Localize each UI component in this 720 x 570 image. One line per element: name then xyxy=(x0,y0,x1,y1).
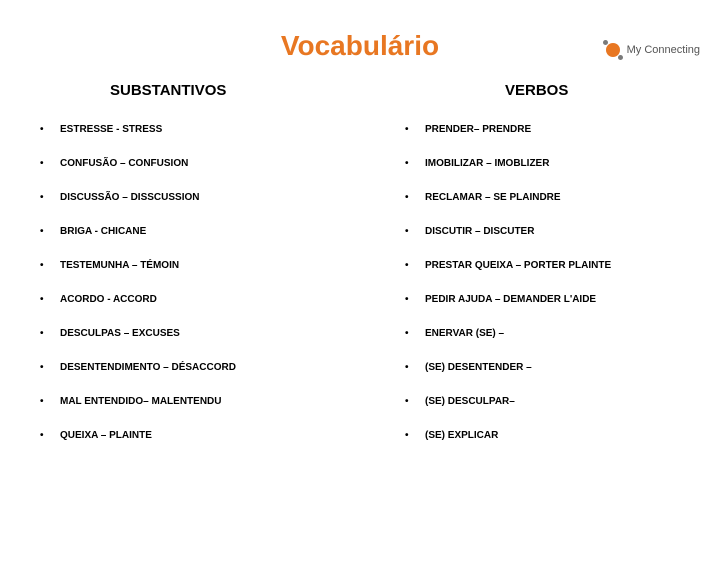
list-item: PRENDER– PRENDRE xyxy=(405,124,690,158)
list-item: DISCUSSÃO – DISSCUSSION xyxy=(40,192,325,226)
list-item: MAL ENTENDIDO– MALENTENDU xyxy=(40,396,325,430)
list-item: ESTRESSE - STRESS xyxy=(40,124,325,158)
logo: My Connecting xyxy=(603,40,700,60)
column-header-right: VERBOS xyxy=(405,82,690,99)
list-item: (SE) EXPLICAR xyxy=(405,430,690,464)
list-item: CONFUSÃO – CONFUSION xyxy=(40,158,325,192)
list-item: ENERVAR (SE) – xyxy=(405,328,690,362)
list-item: (SE) DESCULPAR– xyxy=(405,396,690,430)
list-item: BRIGA - CHICANE xyxy=(40,226,325,260)
list-item: ACORDO - ACCORD xyxy=(40,294,325,328)
list-item: IMOBILIZAR – IMOBLIZER xyxy=(405,158,690,192)
list-substantivos: ESTRESSE - STRESS CONFUSÃO – CONFUSION D… xyxy=(40,124,325,464)
list-item: QUEIXA – PLAINTE xyxy=(40,430,325,464)
column-header-left: SUBSTANTIVOS xyxy=(40,82,325,99)
list-item: PEDIR AJUDA – DEMANDER L'AIDE xyxy=(405,294,690,328)
list-item: TESTEMUNHA – TÉMOIN xyxy=(40,260,325,294)
list-item: (SE) DESENTENDER – xyxy=(405,362,690,396)
list-item: RECLAMAR – SE PLAINDRE xyxy=(405,192,690,226)
content-wrapper: SUBSTANTIVOS ESTRESSE - STRESS CONFUSÃO … xyxy=(0,82,720,464)
logo-text: My Connecting xyxy=(627,44,700,56)
list-item: PRESTAR QUEIXA – PORTER PLAINTE xyxy=(405,260,690,294)
column-verbos: VERBOS PRENDER– PRENDRE IMOBILIZAR – IMO… xyxy=(345,82,690,464)
list-item: DISCUTIR – DISCUTER xyxy=(405,226,690,260)
list-verbos: PRENDER– PRENDRE IMOBILIZAR – IMOBLIZER … xyxy=(405,124,690,464)
list-item: DESCULPAS – EXCUSES xyxy=(40,328,325,362)
list-item: DESENTENDIMENTO – DÉSACCORD xyxy=(40,362,325,396)
column-substantivos: SUBSTANTIVOS ESTRESSE - STRESS CONFUSÃO … xyxy=(30,82,345,464)
logo-icon xyxy=(603,40,623,60)
